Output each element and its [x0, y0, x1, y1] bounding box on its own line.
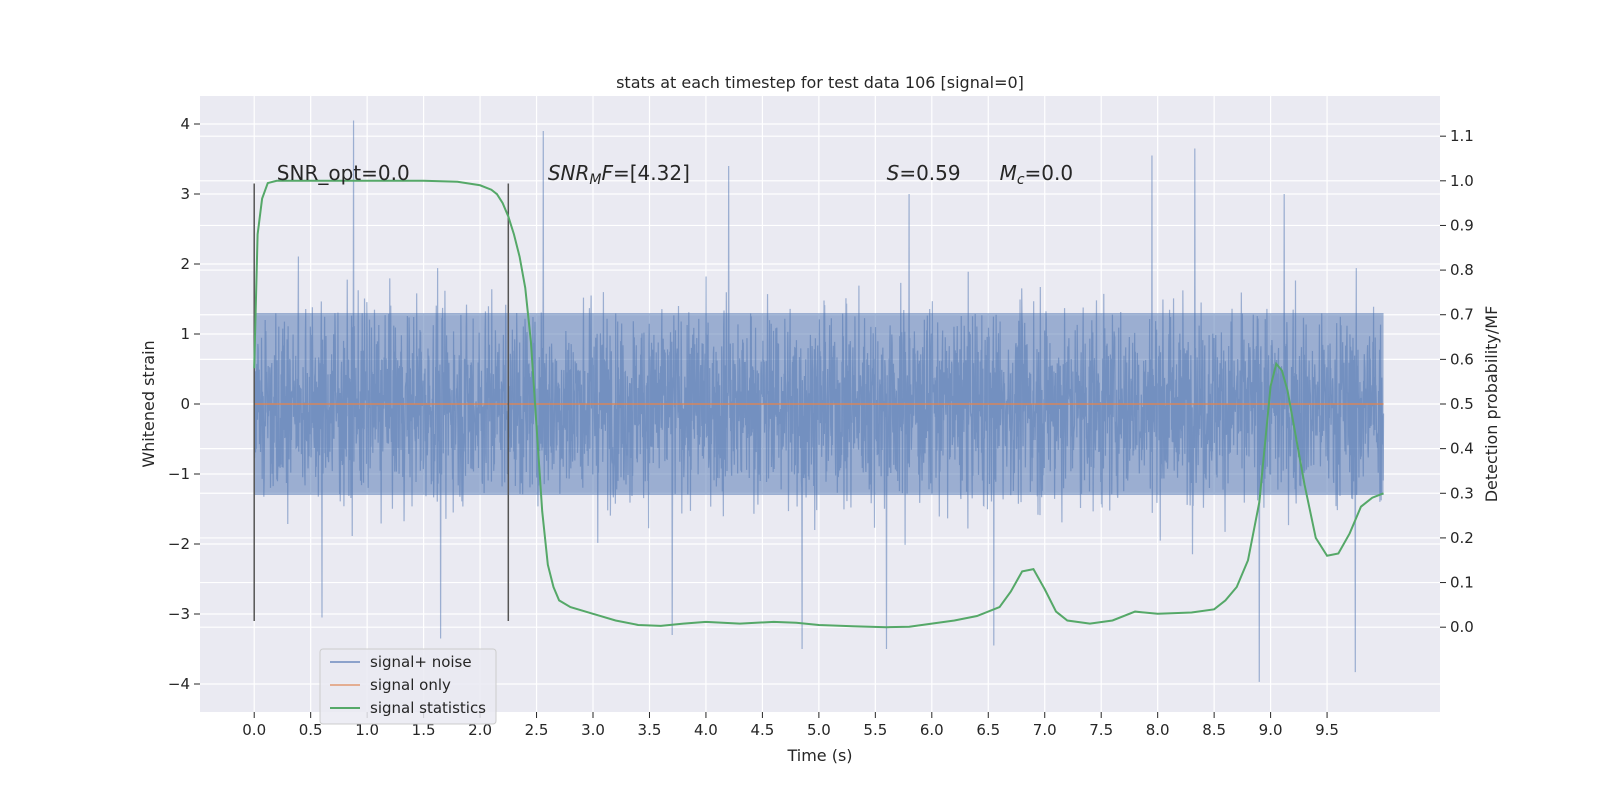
x-tick-label: 2.0 [468, 721, 492, 739]
annotations: SNR_opt=0.0 SNRMF=[4.32] S=0.59 Mc=0.0 [277, 161, 1073, 188]
x-tick-label: 7.0 [1033, 721, 1057, 739]
y2-tick-label: 0.7 [1450, 306, 1474, 324]
signal-statistics-series [253, 179, 1384, 629]
x-tick-label: 6.5 [976, 721, 1000, 739]
y2-tick-label: 0.2 [1450, 529, 1474, 547]
chart-title: stats at each timestep for test data 106… [616, 73, 1024, 92]
y2-tick-label: 0.6 [1450, 350, 1474, 368]
y2-tick-label: 0.4 [1450, 440, 1474, 458]
y2-tick-label: 0.3 [1450, 484, 1474, 502]
plot-content [253, 120, 1385, 682]
x-tick-label: 2.5 [525, 721, 549, 739]
y2-axis-label: Detection probability/MF [1482, 306, 1501, 503]
y-tick-label: −4 [168, 675, 190, 693]
x-tick-label: 8.0 [1146, 721, 1170, 739]
y2-tick-label: 0.9 [1450, 216, 1474, 234]
x-tick-label: 1.0 [355, 721, 379, 739]
x-tick-label: 5.5 [863, 721, 887, 739]
y-tick-label: −3 [168, 605, 190, 623]
y-tick-label: 0 [180, 395, 190, 413]
annotation-text: SNR_opt=0.0 [277, 161, 410, 185]
x-axis-ticks: 0.0 0.5 1.0 1.5 2.0 2.5 3.0 3.5 4.0 4.5 5.0 5.5 6.0 6… [242, 712, 1339, 739]
x-tick-label: 1.5 [412, 721, 436, 739]
y2-tick-label: 1.1 [1450, 127, 1474, 145]
annotation-text: SNRMF=[4.32] [548, 161, 690, 188]
y2-tick-label: 1.0 [1450, 172, 1474, 190]
y2-tick-label: 0.8 [1450, 261, 1474, 279]
y2-tick-label: 0.5 [1450, 395, 1474, 413]
legend: signal+ noise signal only signal statist… [319, 648, 497, 725]
x-tick-label: 5.0 [807, 721, 831, 739]
y-tick-label: 1 [180, 325, 190, 343]
y2-tick-label: 0.1 [1450, 574, 1474, 592]
x-tick-label: 6.0 [920, 721, 944, 739]
x-tick-label: 3.0 [581, 721, 605, 739]
noise-line [253, 120, 1385, 682]
annotation-text: S=0.59 [887, 161, 961, 185]
y-tick-label: 4 [180, 115, 190, 133]
y-tick-label: −2 [168, 535, 190, 553]
vertical-markers [253, 183, 510, 621]
legend-label-signal: signal only [370, 676, 451, 694]
y-axis-label: Whitened strain [139, 340, 158, 467]
x-tick-label: 0.5 [299, 721, 323, 739]
x-tick-label: 8.5 [1202, 721, 1226, 739]
x-tick-label: 4.0 [694, 721, 718, 739]
x-tick-label: 9.5 [1315, 721, 1339, 739]
x-axis-label: Time (s) [786, 746, 852, 765]
signal-statistics-line [253, 179, 1384, 629]
y2-axis-ticks: 0.0 0.1 0.2 0.3 0.4 0.5 0.6 0.7 0.8 0.9 1.0 1.1 [1440, 127, 1474, 636]
y-axis-ticks: −4 −3 −2 −1 0 1 2 3 4 [168, 115, 200, 693]
x-tick-label: 9.0 [1259, 721, 1283, 739]
legend-label-stats: signal statistics [370, 699, 486, 717]
y-tick-label: −1 [168, 465, 190, 483]
y-tick-label: 3 [180, 185, 190, 203]
legend-box [319, 648, 497, 725]
annotation-text: Mc=0.0 [1000, 161, 1074, 188]
x-tick-label: 0.0 [242, 721, 266, 739]
legend-label-noise: signal+ noise [370, 653, 472, 671]
x-tick-label: 4.5 [750, 721, 774, 739]
y2-tick-label: 0.0 [1450, 618, 1474, 636]
y-tick-label: 2 [180, 255, 190, 273]
x-tick-label: 3.5 [638, 721, 662, 739]
x-tick-label: 7.5 [1089, 721, 1113, 739]
